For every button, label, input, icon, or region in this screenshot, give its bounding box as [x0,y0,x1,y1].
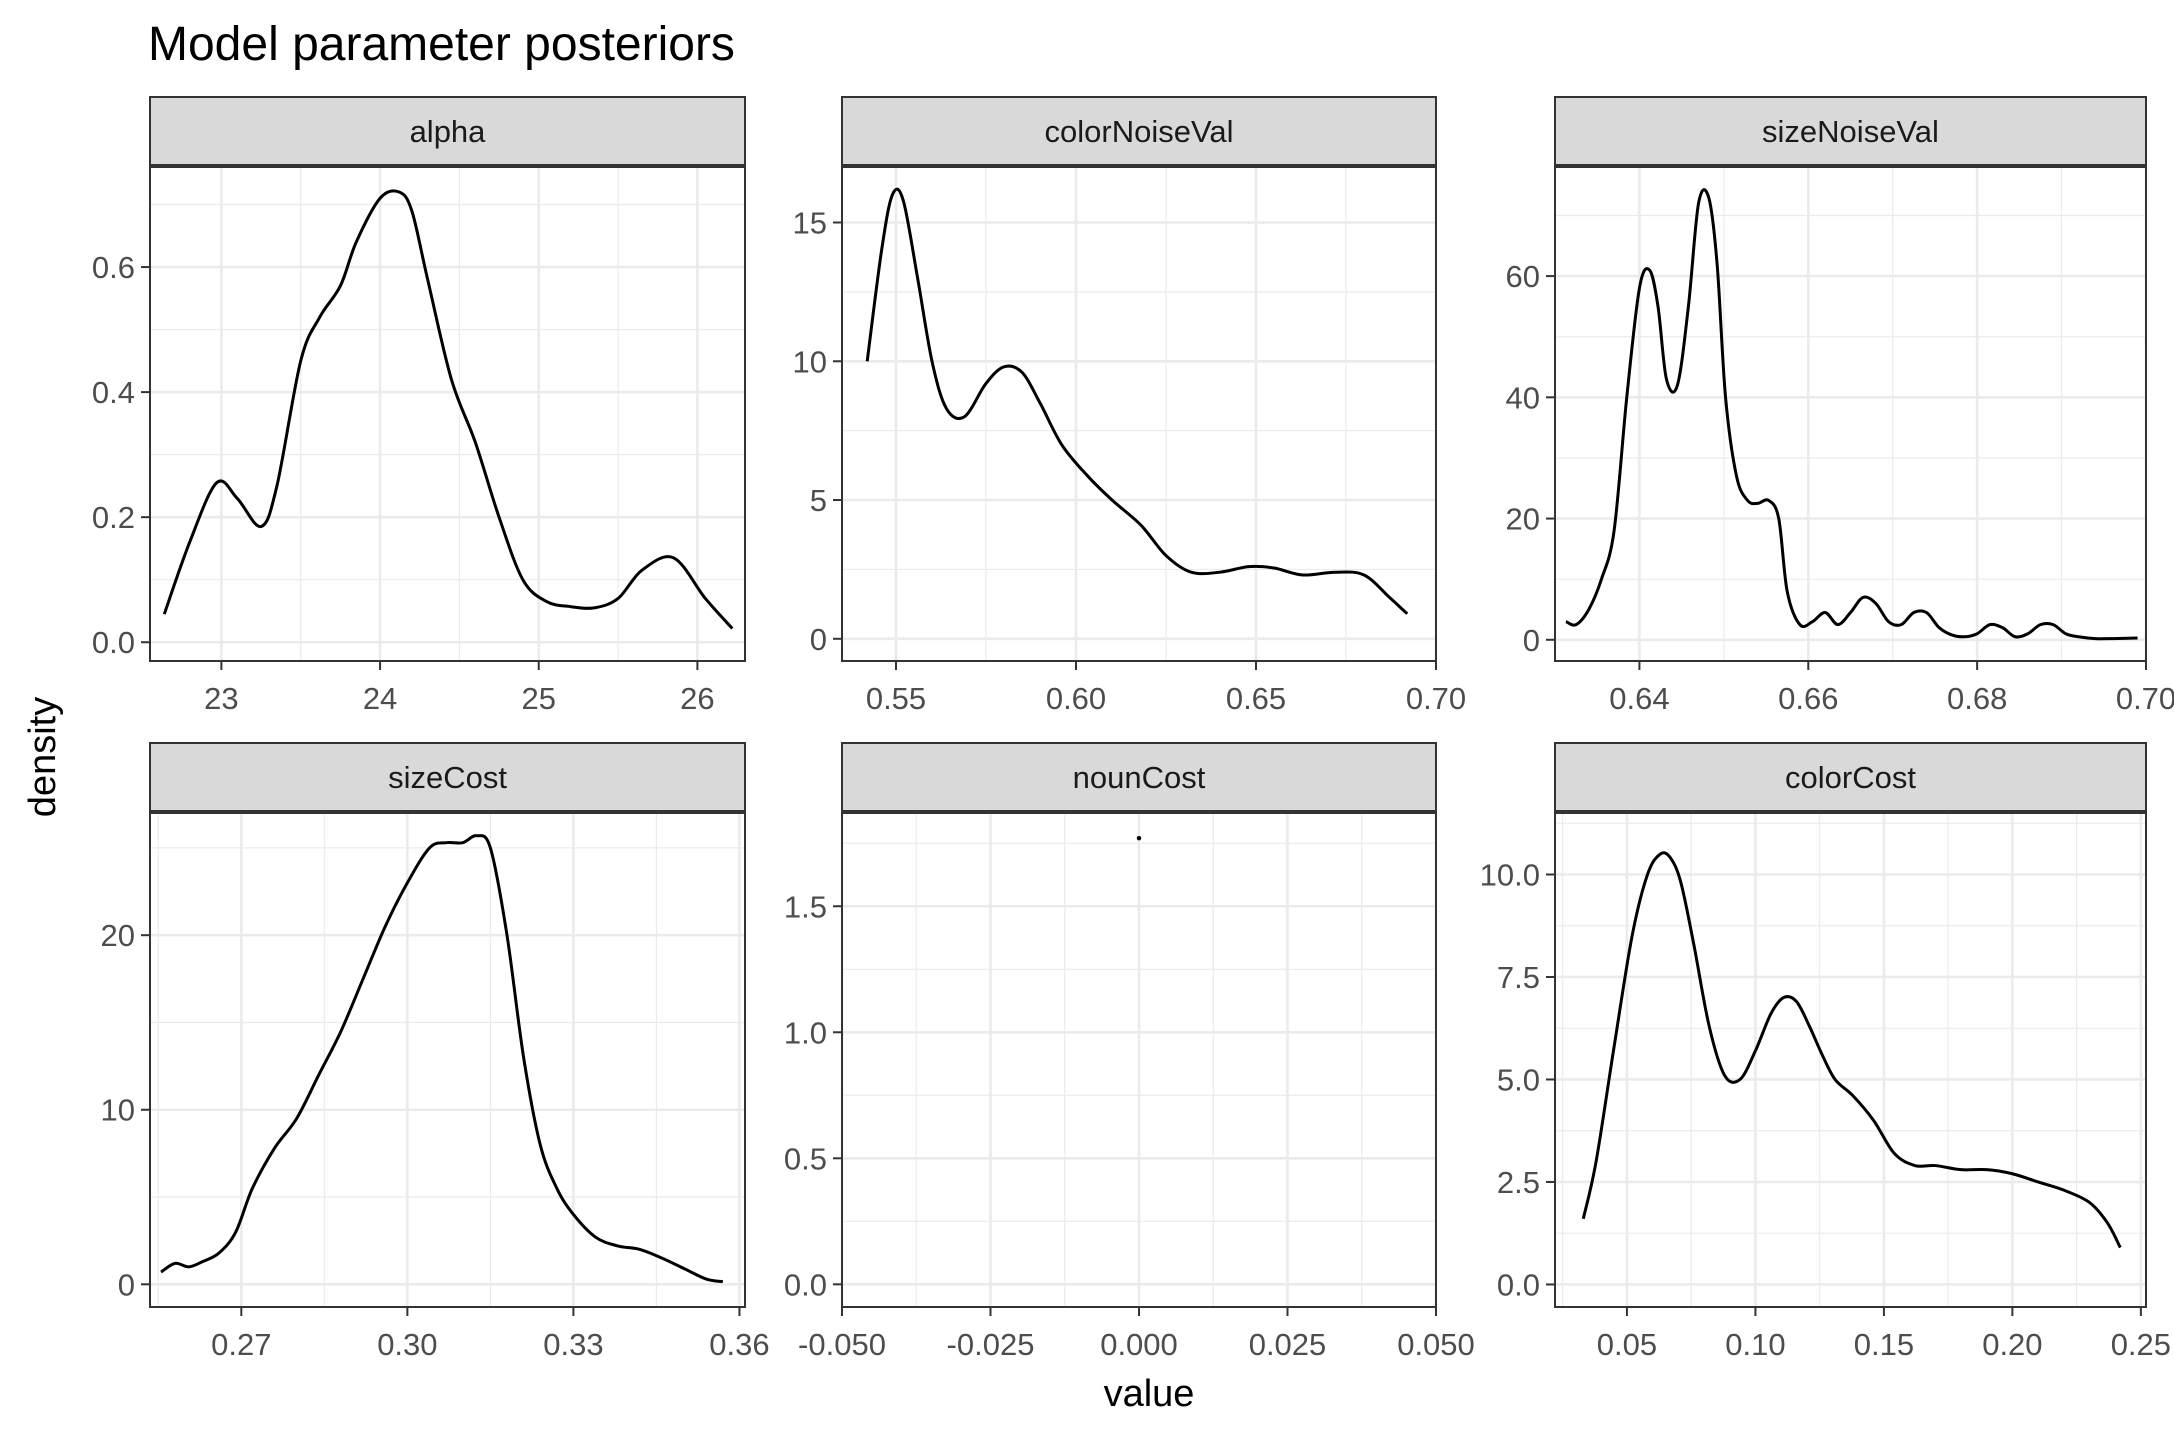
x-tick-label: 0.050 [1397,1327,1475,1362]
gridlines [1555,813,2146,1307]
density-point-nounCost [1136,836,1142,841]
strip-label: sizeNoiseVal [1762,114,1939,149]
x-tick-label: 0.70 [1406,681,1466,716]
panel-colorNoiseVal: colorNoiseVal 0.55 0.60 0.65 0.70 0 5 10 15 [793,96,1466,716]
y-tick-label: 0 [810,622,827,657]
density-line-colorNoiseVal [865,187,1409,615]
panel-alpha: alpha 23 24 25 26 0.0 0.2 0.4 0.6 [92,96,746,716]
y-tick-label: 20 [1506,502,1540,537]
x-tick-label: 0.68 [1947,681,2007,716]
y-tick-label: 15 [793,206,827,241]
y-tick-label: 2.5 [1497,1165,1540,1200]
x-tick-label: 0.27 [211,1327,271,1362]
strip-background [1554,742,2147,812]
y-tick-label: 0.5 [784,1141,827,1176]
x-tick-label: 0.05 [1597,1327,1657,1362]
y-tick-label: 5.0 [1497,1062,1540,1097]
x-tick-label: 0.000 [1100,1327,1178,1362]
strip-background [841,96,1437,166]
y-tick-label: 5 [810,483,827,518]
y-tick-label: 0.4 [92,375,135,410]
x-tick-label: -0.025 [947,1327,1035,1362]
strip-label: sizeCost [388,760,507,795]
strip-label: alpha [410,114,487,149]
y-axis-title: density [22,697,64,817]
panel-colorCost: colorCost 0.05 0.10 0.15 0.20 0.25 0.0 2.5 5.0 7.… [1480,742,2171,1362]
panel-border [1554,812,2147,1308]
gridlines [150,813,745,1307]
strip-background [841,742,1437,812]
y-tick-label: 10 [101,1093,135,1128]
x-tick-label: 0.20 [1982,1327,2042,1362]
y-tick-label: 40 [1506,380,1540,415]
y-tick-label: 10 [793,344,827,379]
strip-label: colorCost [1785,760,1916,795]
y-tick-label: 1.5 [784,889,827,924]
x-tick-label: 26 [680,681,714,716]
y-tick-label: 60 [1506,259,1540,294]
y-tick-label: 0.0 [1497,1267,1540,1302]
x-tick-label: 25 [521,681,555,716]
density-line-alpha [162,189,734,630]
series-group [1581,851,2122,1249]
x-tick-label: -0.050 [798,1327,886,1362]
strip-background [149,96,746,166]
y-tick-label: 0 [118,1267,135,1302]
strip-background [149,742,746,812]
series-group [865,187,1409,615]
series-group [1565,188,2138,641]
panel-sizeNoiseVal: sizeNoiseVal 0.64 0.66 0.68 0.70 0 20 40 60 [1506,96,2174,716]
gridlines [150,167,745,661]
x-tick-label: 0.10 [1725,1327,1785,1362]
y-tick-label: 1.0 [784,1015,827,1050]
panel-nounCost: nounCost -0.050 -0.025 0.000 0.025 0.050 0.0 0.… [784,742,1475,1362]
panel-border [149,812,746,1308]
x-tick-label: 23 [204,681,238,716]
x-tick-label: 0.65 [1226,681,1286,716]
gridlines [1555,167,2146,661]
x-tick-label: 0.66 [1778,681,1838,716]
strip-label: nounCost [1073,760,1206,795]
strip-label: colorNoiseVal [1045,114,1234,149]
y-tick-label: 0.2 [92,500,135,535]
x-tick-label: 0.025 [1249,1327,1327,1362]
x-tick-label: 0.36 [709,1327,769,1362]
y-tick-label: 0.0 [92,625,135,660]
y-tick-label: 0 [1523,623,1540,658]
chart-title: Model parameter posteriors [148,18,735,71]
x-tick-label: 0.64 [1609,681,1669,716]
series-group [162,189,734,630]
x-tick-label: 0.70 [2116,681,2174,716]
y-tick-label: 7.5 [1497,960,1540,995]
panel-border [841,166,1437,662]
x-tick-label: 0.33 [543,1327,603,1362]
x-tick-label: 0.25 [2111,1327,2171,1362]
y-tick-label: 0.6 [92,250,135,285]
series-group [160,834,724,1284]
x-tick-label: 24 [363,681,397,716]
x-axis-title: value [1104,1373,1195,1415]
panel-border [149,166,746,662]
panel-border [1554,166,2147,662]
x-tick-label: 0.15 [1854,1327,1914,1362]
series-group [1136,836,1142,841]
gridlines [842,167,1436,661]
strip-background [1554,96,2147,166]
density-line-sizeCost [160,834,724,1284]
y-tick-label: 0.0 [784,1267,827,1302]
gridlines [842,813,1436,1307]
density-line-colorCost [1581,851,2122,1249]
x-tick-label: 0.30 [377,1327,437,1362]
x-tick-label: 0.55 [866,681,926,716]
y-tick-label: 10.0 [1480,857,1540,892]
x-tick-label: 0.60 [1046,681,1106,716]
density-line-sizeNoiseVal [1565,188,2138,641]
y-tick-label: 20 [101,918,135,953]
panel-sizeCost: sizeCost 0.27 0.30 0.33 0.36 0 10 20 [101,742,770,1362]
facet-panels: alpha 23 24 25 26 0.0 0.2 0.4 0.6 colorNoiseVal 0.… [92,96,2174,1362]
